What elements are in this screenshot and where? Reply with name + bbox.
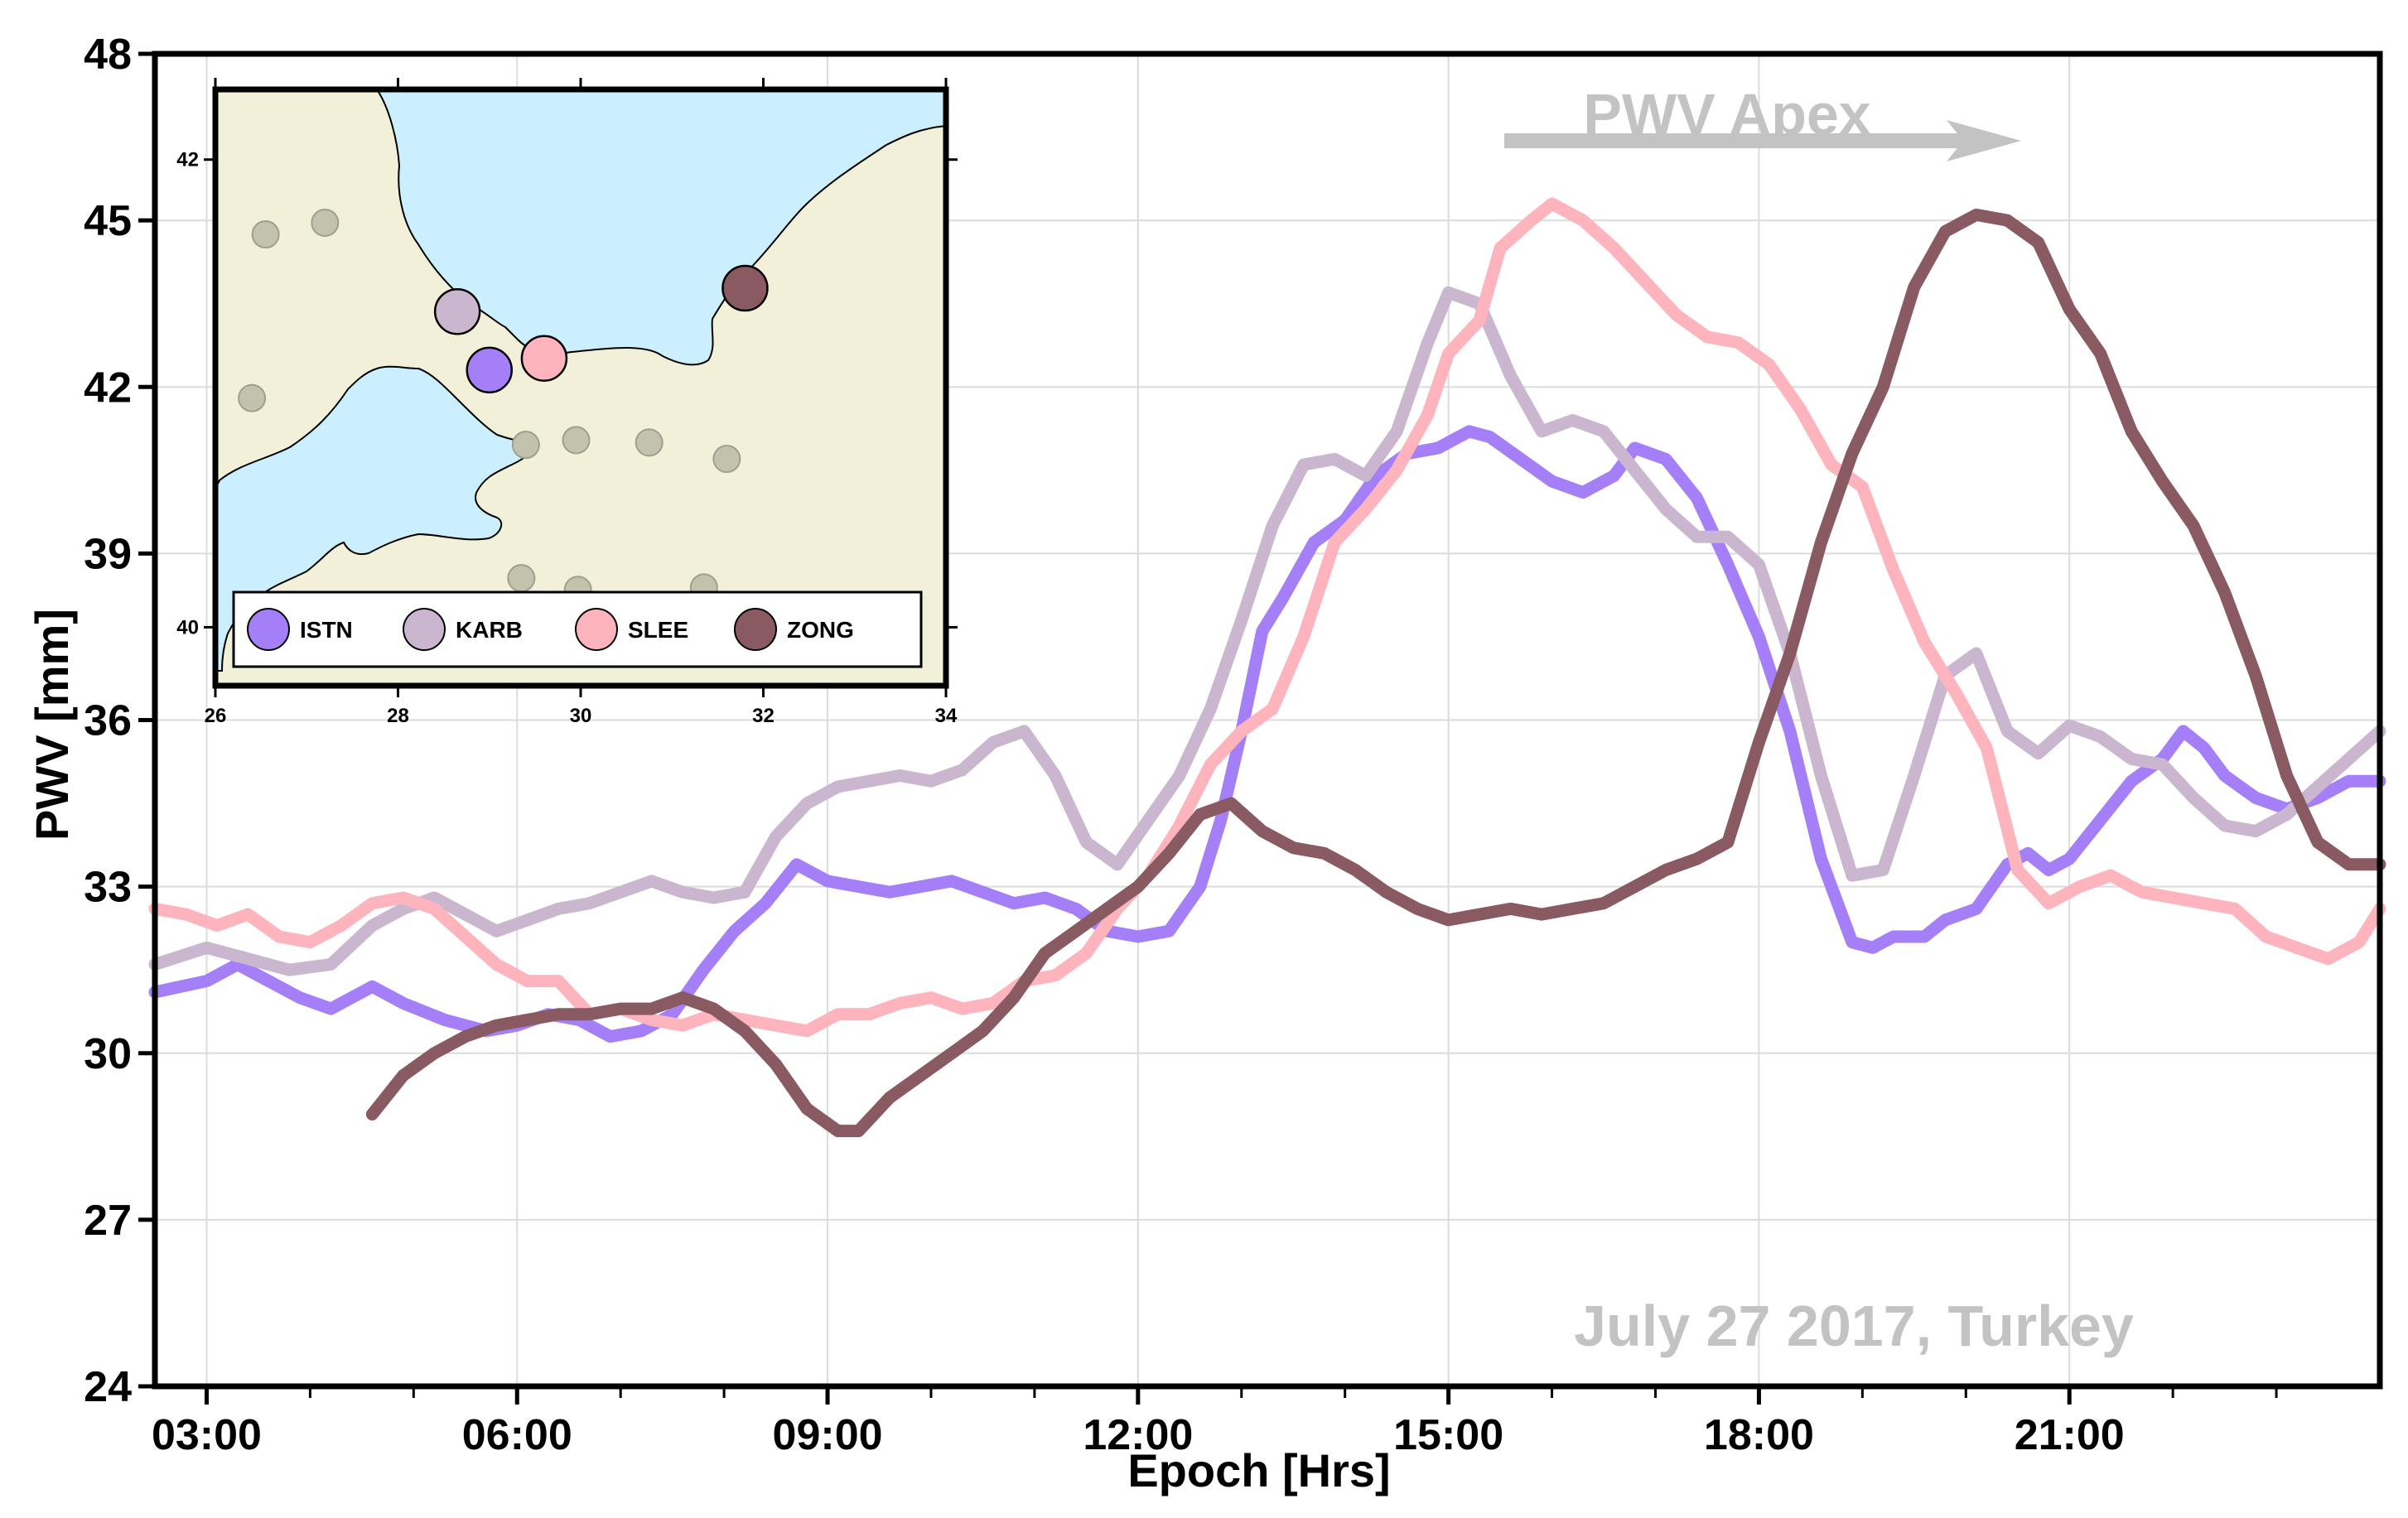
- inset-station-istn: [466, 346, 513, 394]
- x-tick-label: 18:00: [1704, 1411, 1814, 1459]
- inset-station-zong: [721, 264, 769, 312]
- inset-station-dots: [238, 208, 769, 605]
- date-label: July 27 2017, Turkey: [1574, 1294, 2134, 1358]
- apex-annotation: PWV Apex: [1504, 82, 2021, 161]
- inset-land: [215, 89, 946, 686]
- y-tick-label: 36: [84, 697, 132, 745]
- inset-gnss-dot: [712, 445, 741, 474]
- series-line-karb: [148, 286, 2386, 976]
- inset-gnss-dot: [311, 208, 340, 237]
- x-tick-label: 06:00: [462, 1411, 572, 1459]
- legend-item-karb: KARB: [403, 608, 523, 651]
- apex-label: PWV Apex: [1583, 82, 1871, 147]
- inset-gnss-dot: [562, 426, 591, 455]
- y-tick-label: 39: [84, 530, 132, 578]
- series-line-istn: [148, 425, 2386, 1043]
- y-tick-label: 48: [84, 31, 132, 79]
- legend-item-zong: ZONG: [734, 608, 854, 651]
- inset-station-slee: [520, 335, 568, 382]
- inset-station-karb: [433, 287, 481, 335]
- y-tick-label: 27: [84, 1197, 132, 1245]
- inset-map: 26 28 30 32 34 42 40 ISTN KARB SLEE ZONG: [176, 78, 958, 727]
- inset-gnss-dot: [251, 220, 280, 249]
- legend-marker-slee: [575, 608, 618, 651]
- y-tick-label: 33: [84, 864, 132, 912]
- series-line-slee: [148, 197, 2386, 1038]
- inset-lon-label: 34: [935, 705, 958, 727]
- x-axis-title: Epoch [Hrs]: [1127, 1444, 1390, 1496]
- inset-gnss-dot: [238, 383, 267, 412]
- inset-ticks: 26 28 30 32 34 42 40: [176, 78, 958, 727]
- x-tick-label: 09:00: [773, 1411, 883, 1459]
- apex-arrow-head: [1947, 120, 2021, 161]
- legend-label-slee: SLEE: [628, 617, 688, 643]
- y-tick-label: 42: [84, 364, 132, 412]
- inset-lon-label: 26: [205, 705, 227, 727]
- x-tick-label: 21:00: [2015, 1411, 2125, 1459]
- inset-lon-label: 30: [570, 705, 592, 727]
- series-line-zong: [365, 208, 2386, 1138]
- inset-gnss-dot: [635, 428, 664, 457]
- y-axis-title: PWV [mm]: [26, 609, 78, 841]
- y-tick-label: 24: [84, 1363, 132, 1411]
- inset-legend: ISTN KARB SLEE ZONG: [232, 590, 923, 668]
- inset-lon-label: 32: [752, 705, 775, 727]
- x-tick-label: 03:00: [152, 1411, 262, 1459]
- legend-marker-istn: [247, 608, 290, 651]
- legend-item-istn: ISTN: [247, 608, 353, 651]
- inset-lon-label: 28: [387, 705, 409, 727]
- x-tick-label: 15:00: [1393, 1411, 1503, 1459]
- axes: 24 27 30 33 36 39 42 45 48 03:00 06:00 09:00 12:00 15…: [84, 31, 2383, 1459]
- legend-marker-zong: [734, 608, 777, 651]
- inset-gnss-dot: [511, 431, 540, 460]
- inset-lat-label: 42: [176, 149, 199, 171]
- y-tick-label: 45: [84, 197, 132, 245]
- inset-lat-label: 40: [176, 616, 199, 639]
- legend-label-karb: KARB: [456, 617, 523, 643]
- legend-marker-karb: [403, 608, 446, 651]
- series-lines: [148, 197, 2386, 1138]
- legend-label-zong: ZONG: [787, 617, 854, 643]
- x-tick-label: 12:00: [1083, 1411, 1193, 1459]
- legend-item-slee: SLEE: [575, 608, 688, 651]
- legend-label-istn: ISTN: [300, 617, 353, 643]
- inset-gnss-dot: [507, 564, 536, 593]
- y-tick-label: 30: [84, 1030, 132, 1078]
